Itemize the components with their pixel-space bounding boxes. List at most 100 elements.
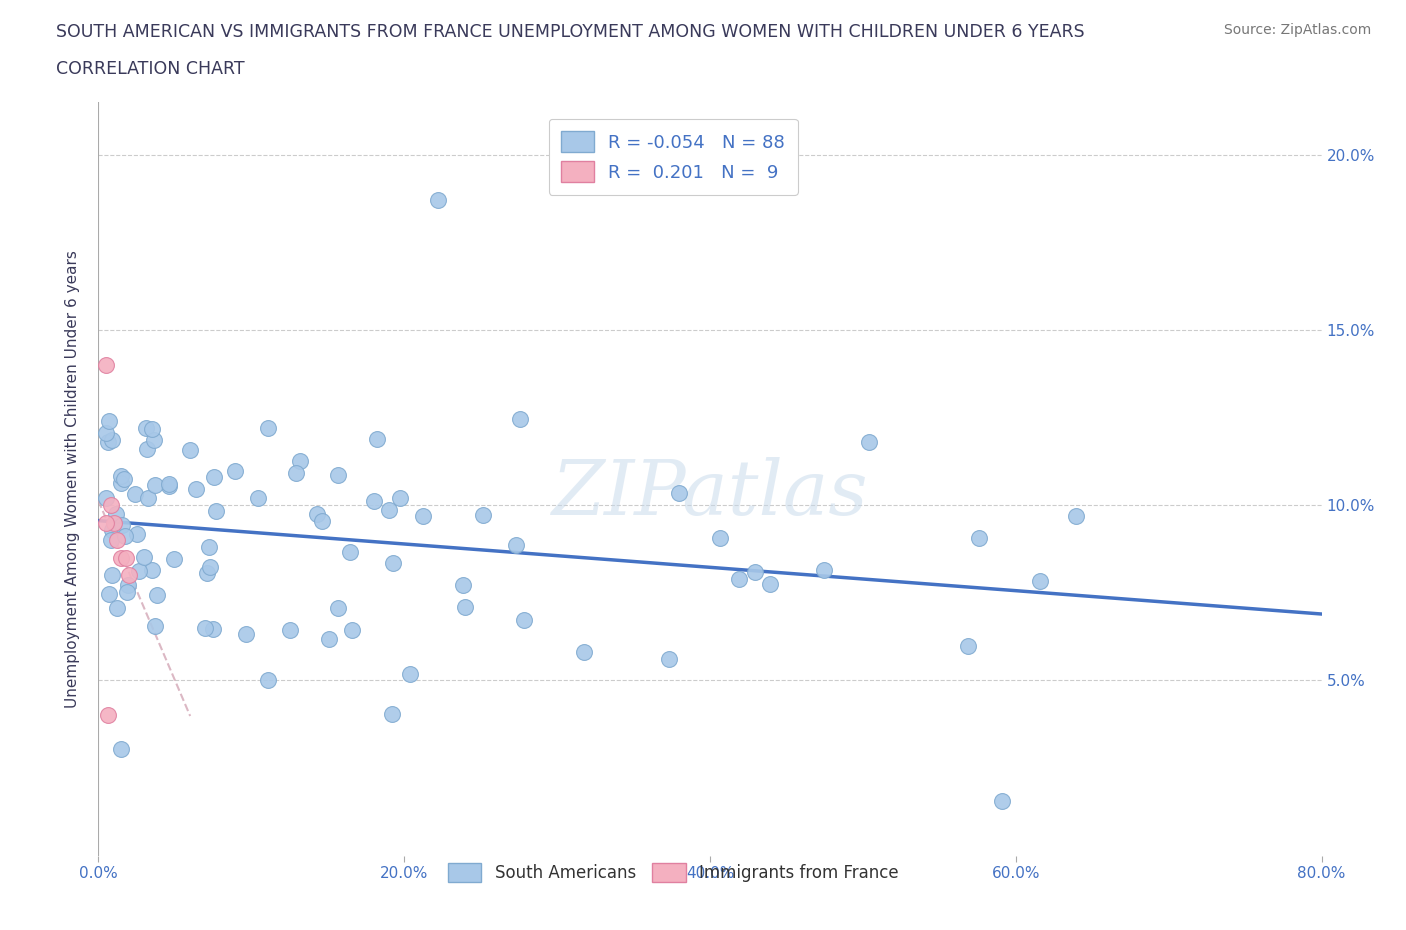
Point bbox=[454, 600, 477, 615]
Point bbox=[668, 485, 690, 500]
Point bbox=[202, 470, 225, 485]
Point bbox=[224, 464, 246, 479]
Point bbox=[1064, 509, 1087, 524]
Point bbox=[110, 742, 132, 757]
Point bbox=[105, 533, 128, 548]
Point bbox=[957, 639, 980, 654]
Point bbox=[100, 533, 122, 548]
Point bbox=[134, 550, 156, 565]
Point bbox=[311, 514, 333, 529]
Point bbox=[235, 626, 257, 641]
Point bbox=[288, 454, 311, 469]
Point bbox=[104, 507, 127, 522]
Point bbox=[198, 559, 221, 574]
Point bbox=[967, 530, 990, 545]
Point bbox=[377, 502, 399, 517]
Point bbox=[143, 478, 166, 493]
Point bbox=[128, 564, 150, 578]
Point bbox=[339, 544, 361, 559]
Point bbox=[145, 618, 167, 633]
Point bbox=[328, 468, 350, 483]
Point bbox=[135, 421, 157, 436]
Point bbox=[141, 422, 163, 437]
Point bbox=[101, 432, 124, 447]
Point bbox=[179, 443, 201, 458]
Text: SOUTH AMERICAN VS IMMIGRANTS FROM FRANCE UNEMPLOYMENT AMONG WOMEN WITH CHILDREN : SOUTH AMERICAN VS IMMIGRANTS FROM FRANCE… bbox=[56, 23, 1085, 41]
Point bbox=[709, 531, 731, 546]
Y-axis label: Unemployment Among Women with Children Under 6 years: Unemployment Among Women with Children U… bbox=[65, 250, 80, 708]
Point bbox=[340, 623, 363, 638]
Point bbox=[318, 631, 340, 646]
Point bbox=[97, 708, 120, 723]
Point bbox=[98, 587, 121, 602]
Point bbox=[97, 413, 120, 428]
Point bbox=[96, 491, 118, 506]
Point bbox=[363, 494, 385, 509]
Point bbox=[124, 486, 146, 501]
Point bbox=[991, 794, 1014, 809]
Point bbox=[426, 193, 449, 207]
Point bbox=[727, 571, 749, 586]
Point bbox=[163, 551, 186, 566]
Legend: South Americans, Immigrants from France: South Americans, Immigrants from France bbox=[441, 857, 905, 889]
Point bbox=[658, 652, 681, 667]
Point bbox=[117, 578, 139, 592]
Point bbox=[157, 476, 180, 491]
Point bbox=[388, 490, 411, 505]
Point bbox=[509, 412, 531, 427]
Point bbox=[284, 466, 307, 481]
Point bbox=[97, 435, 120, 450]
Point bbox=[366, 432, 388, 446]
Point bbox=[136, 490, 159, 505]
Point bbox=[572, 644, 595, 659]
Point bbox=[326, 601, 349, 616]
Point bbox=[94, 515, 117, 530]
Point bbox=[111, 518, 134, 533]
Point bbox=[115, 584, 138, 599]
Point bbox=[858, 434, 880, 449]
Point bbox=[136, 442, 159, 457]
Point bbox=[112, 472, 135, 486]
Point bbox=[744, 565, 766, 579]
Point bbox=[114, 528, 136, 543]
Text: Source: ZipAtlas.com: Source: ZipAtlas.com bbox=[1223, 23, 1371, 37]
Point bbox=[201, 622, 224, 637]
Point bbox=[1029, 574, 1052, 589]
Point bbox=[101, 568, 124, 583]
Point bbox=[512, 612, 534, 627]
Point bbox=[146, 588, 169, 603]
Point bbox=[256, 420, 278, 435]
Point bbox=[115, 551, 138, 565]
Point bbox=[141, 563, 163, 578]
Point bbox=[205, 504, 228, 519]
Point bbox=[471, 508, 494, 523]
Point bbox=[142, 432, 165, 447]
Point bbox=[381, 706, 404, 721]
Point bbox=[94, 358, 117, 373]
Point bbox=[505, 538, 527, 552]
Point bbox=[247, 490, 270, 505]
Point bbox=[157, 479, 180, 494]
Point bbox=[195, 565, 218, 580]
Point bbox=[184, 482, 207, 497]
Point bbox=[110, 551, 132, 565]
Point bbox=[813, 563, 835, 578]
Point bbox=[307, 507, 329, 522]
Point bbox=[100, 498, 122, 512]
Point bbox=[759, 576, 782, 591]
Point bbox=[256, 672, 278, 687]
Point bbox=[278, 622, 301, 637]
Point bbox=[110, 468, 132, 483]
Point bbox=[382, 555, 405, 570]
Point bbox=[101, 522, 124, 537]
Point bbox=[125, 526, 148, 541]
Point bbox=[105, 601, 128, 616]
Point bbox=[194, 620, 217, 635]
Point bbox=[412, 508, 434, 523]
Text: CORRELATION CHART: CORRELATION CHART bbox=[56, 60, 245, 78]
Text: ZIPatlas: ZIPatlas bbox=[551, 457, 869, 531]
Point bbox=[399, 667, 422, 682]
Point bbox=[110, 476, 132, 491]
Point bbox=[197, 539, 219, 554]
Point bbox=[451, 578, 474, 592]
